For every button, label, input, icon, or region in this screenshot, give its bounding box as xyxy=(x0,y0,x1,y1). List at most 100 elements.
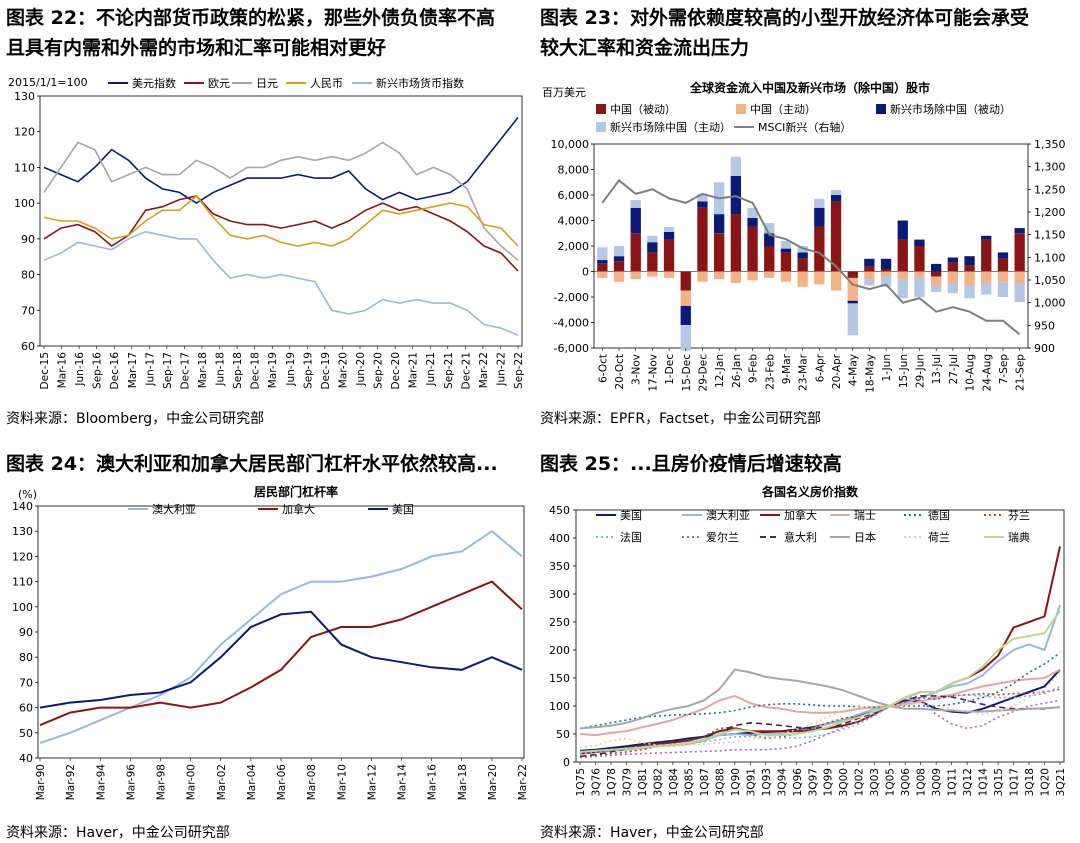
y-tick-label: 100 xyxy=(12,601,33,614)
bar-1 xyxy=(880,271,892,277)
x-tick-label: Mar-04 xyxy=(246,764,258,801)
chart-fund-flows: -6,000 -4,000 -2,000 0 2,000 4,000 6,000 8,000 1… xyxy=(542,80,1066,393)
x-tick-label: 20-Apr xyxy=(831,353,843,389)
bar-2 xyxy=(780,248,792,253)
y-tick-label: 40 xyxy=(19,752,33,765)
y-tick-label: -2,000 xyxy=(554,291,589,304)
legend-label: 中国（被动） xyxy=(610,103,676,116)
x-tick-label: Dec-19 xyxy=(320,352,332,389)
chart-household-leverage: 40 50 60 70 80 90 100 110 120 130 140 Mar-90 Mar-92 M… xyxy=(12,484,529,801)
y-tick-label: 200 xyxy=(549,644,570,657)
y-tick-label: 1,100 xyxy=(1034,251,1066,264)
series-line-0 xyxy=(39,529,523,744)
series-line-1 xyxy=(579,604,1061,755)
plot-frame xyxy=(575,509,1065,763)
x-tick-label: 18-May xyxy=(864,354,876,393)
x-tick-label: Dec-17 xyxy=(179,352,191,389)
x-tick-label: Mar-12 xyxy=(366,764,378,800)
bar-3 xyxy=(597,247,608,261)
y-tick-label: 8,000 xyxy=(558,164,590,177)
bar-3 xyxy=(663,226,675,232)
x-tick-label: Mar-22 xyxy=(478,352,490,388)
y-tick-label: 80 xyxy=(21,269,35,282)
x-tick-label: Sep-21 xyxy=(443,352,455,389)
x-tick-label: Dec-15 xyxy=(39,352,51,389)
bar-1 xyxy=(714,271,725,280)
bar-0 xyxy=(747,226,758,272)
y-tick-label: 1,250 xyxy=(1034,183,1066,196)
panel-23: 图表 23：对外需依赖度较高的小型开放经济体可能会承受 较大汇率和资金流出压力 … xyxy=(540,4,1076,436)
y-tick-label: 90 xyxy=(21,233,35,246)
bar-0 xyxy=(764,246,775,272)
x-tick-label: 15-Jun xyxy=(898,354,910,388)
y-tick-label: 4,000 xyxy=(558,215,590,228)
x-tick-label: Mar-94 xyxy=(95,764,107,801)
bar-2 xyxy=(630,207,641,234)
y-tick-label: 1,200 xyxy=(1034,206,1066,219)
x-tick-label: Mar-14 xyxy=(397,764,409,801)
bar-0 xyxy=(663,239,675,272)
bar-0 xyxy=(880,268,892,272)
x-tick-label: 3Q18 xyxy=(1024,768,1036,796)
source-note: 资料来源：Haver，中金公司研究部 xyxy=(6,825,230,841)
chart-title: 各国名义房价指数 xyxy=(761,484,859,499)
bar-0 xyxy=(847,271,858,278)
x-tick-label: Jun-17 xyxy=(144,352,156,387)
panel-title-line1: 图表 25：...且房价疫情后增速较高 xyxy=(540,453,842,475)
legend-label: 加拿大 xyxy=(282,502,315,516)
bar-2 xyxy=(797,252,808,259)
x-tick-label: 20-Oct xyxy=(614,354,626,390)
y-tick-label: 2,000 xyxy=(558,240,590,253)
bar-3 xyxy=(764,223,775,234)
x-tick-label: 6-Oct xyxy=(597,354,609,383)
bar-2 xyxy=(697,201,708,208)
bar-2 xyxy=(997,252,1009,259)
y-tick-label: 950 xyxy=(1034,319,1055,332)
bar-0 xyxy=(914,246,925,272)
x-tick-label: 1Q93 xyxy=(761,768,773,796)
legend-label: 新兴市场货币指数 xyxy=(376,76,464,90)
legend-label: 瑞士 xyxy=(854,508,876,522)
x-tick-label: Mar-10 xyxy=(336,764,348,800)
bar-0 xyxy=(630,233,641,272)
legend-label: 人民币 xyxy=(310,77,343,90)
bar-1 xyxy=(1014,271,1025,283)
x-tick-label: Mar-08 xyxy=(306,764,318,800)
panel-title-line1: 图表 24：澳大利亚和加拿大居民部门杠杆水平依然较高... xyxy=(6,453,498,475)
panel-title-line2: 且具有内需和外需的市场和汇率可能相对更好 xyxy=(6,37,387,59)
y-tick-label: 100 xyxy=(549,700,570,713)
bar-2 xyxy=(947,257,958,263)
series-line-7 xyxy=(579,696,1061,759)
bar-3 xyxy=(730,156,741,176)
x-tick-label: 1Q90 xyxy=(730,768,742,796)
y-tick-label: 120 xyxy=(12,550,33,563)
chart-fx-index: 60 70 80 90 100 110 120 130 Dec-15 Mar-16 Jun-16 Se… xyxy=(8,76,525,389)
bar-3 xyxy=(931,285,942,292)
x-tick-label: 3Q94 xyxy=(776,768,788,797)
panel-title-line1: 图表 22：不论内部货币政策的松紧，那些外债负债率不高 xyxy=(6,7,496,29)
bar-3 xyxy=(1014,283,1025,303)
x-tick-label: Dec-18 xyxy=(250,352,262,389)
x-tick-label: 15-Dec xyxy=(681,354,693,392)
bar-2 xyxy=(880,258,892,269)
bar-3 xyxy=(847,303,858,336)
bar-2 xyxy=(714,214,725,234)
bar-0 xyxy=(830,201,842,272)
y-tick-label: -4,000 xyxy=(554,317,589,330)
unit-note: 2015/1/1=100 xyxy=(8,76,88,89)
series-line-4 xyxy=(579,652,1061,730)
x-tick-label: 1-Dec xyxy=(664,354,676,385)
x-tick-label: 3Q82 xyxy=(652,768,664,796)
plot-frame xyxy=(593,143,1029,349)
plot-frame xyxy=(37,505,525,759)
bar-2 xyxy=(847,300,858,304)
bar-3 xyxy=(830,189,842,195)
series-line-2 xyxy=(39,610,523,709)
plot-frame xyxy=(39,95,523,347)
bar-1 xyxy=(597,271,608,278)
x-tick-label: Mar-19 xyxy=(267,352,279,388)
y-tick-label: 140 xyxy=(12,500,33,513)
x-tick-label: Sep-19 xyxy=(302,352,314,389)
bar-1 xyxy=(663,271,675,278)
x-tick-label: Mar-00 xyxy=(186,764,198,800)
